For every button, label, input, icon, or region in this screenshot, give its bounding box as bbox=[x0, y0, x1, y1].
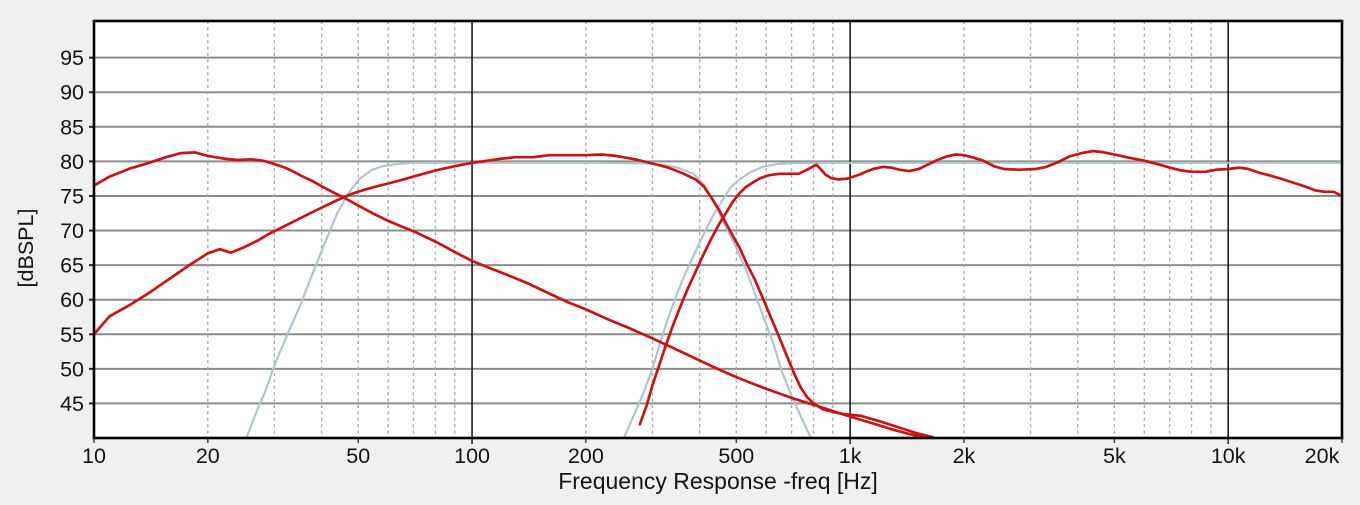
x-tick-label: 50 bbox=[346, 444, 370, 468]
y-tick-label: 70 bbox=[60, 219, 84, 243]
x-tick-label: 2k bbox=[953, 444, 976, 468]
x-tick-label: 10 bbox=[82, 444, 106, 468]
x-tick-label: 1k bbox=[839, 444, 862, 468]
grid-layer bbox=[94, 21, 1342, 444]
plot-border bbox=[92, 19, 1344, 440]
plot-area bbox=[94, 21, 1342, 438]
y-tick-label: 80 bbox=[60, 150, 84, 174]
y-tick-label: 60 bbox=[60, 288, 84, 312]
x-tick-label: 100 bbox=[454, 444, 490, 468]
y-axis-label: [dBSPL] bbox=[14, 209, 38, 288]
y-tick-label: 90 bbox=[60, 81, 84, 105]
y-tick-label: 85 bbox=[60, 115, 84, 139]
y-tick-label: 55 bbox=[60, 323, 84, 347]
series-layer bbox=[92, 149, 1344, 440]
series-midrange-target bbox=[245, 161, 813, 440]
tick-label-layer: 45 50 55 60 65 70 75 80 85 90 95 10 20 50 100 200 500 1k 2… bbox=[60, 46, 1340, 468]
y-tick-label: 50 bbox=[60, 357, 84, 381]
chart-title: Frequency Response -freq [Hz] bbox=[558, 468, 878, 494]
y-tick-label: 75 bbox=[60, 184, 84, 208]
x-tick-label: 200 bbox=[568, 444, 604, 468]
x-tick-label: 500 bbox=[718, 444, 754, 468]
series-woofer-response bbox=[92, 151, 927, 439]
y-tick-label: 65 bbox=[60, 254, 84, 278]
x-tick-label: 10k bbox=[1211, 444, 1246, 468]
y-tick-label: 45 bbox=[60, 392, 84, 416]
x-tick-label: 20 bbox=[196, 444, 220, 468]
x-tick-label: 5k bbox=[1103, 444, 1126, 468]
series-tweeter-response bbox=[638, 149, 1344, 426]
x-tick-label: 20k bbox=[1305, 444, 1340, 468]
y-tick-label: 95 bbox=[60, 46, 84, 70]
series-midrange-response bbox=[92, 153, 935, 439]
series-tweeter-target bbox=[622, 161, 1344, 440]
frame-layer bbox=[89, 19, 1344, 443]
